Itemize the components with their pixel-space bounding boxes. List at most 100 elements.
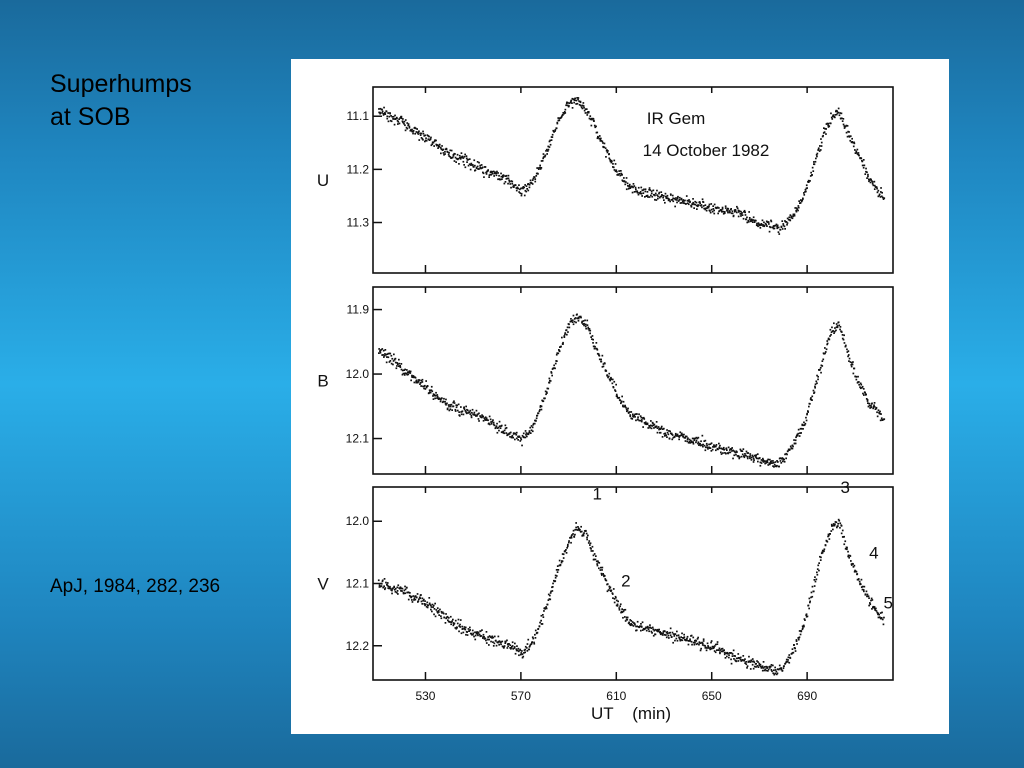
data-point: [687, 643, 690, 646]
data-point: [749, 453, 752, 455]
data-point: [494, 171, 496, 173]
data-point: [572, 323, 575, 326]
data-point: [666, 197, 669, 200]
data-point: [727, 208, 730, 210]
data-point: [516, 187, 518, 190]
data-point: [862, 166, 865, 169]
data-point: [776, 672, 779, 675]
data-point: [580, 525, 582, 528]
data-point: [813, 585, 816, 587]
data-point: [853, 570, 856, 573]
data-point: [531, 426, 534, 429]
data-point: [389, 585, 391, 588]
data-point: [574, 317, 577, 319]
data-point: [516, 186, 519, 189]
data-point: [566, 545, 569, 548]
data-point: [676, 199, 678, 201]
data-point: [539, 405, 542, 407]
data-point: [755, 224, 758, 227]
data-point: [500, 424, 503, 427]
data-point: [486, 419, 488, 421]
panel-v-points: [377, 518, 885, 676]
data-point: [458, 411, 460, 413]
data-point: [536, 414, 539, 417]
data-point: [687, 441, 690, 444]
data-point: [570, 536, 573, 539]
data-point: [793, 213, 796, 216]
data-point: [730, 208, 732, 210]
data-point: [623, 180, 626, 182]
data-point: [864, 392, 866, 394]
data-point: [581, 534, 584, 537]
data-point: [873, 402, 876, 404]
data-point: [829, 335, 831, 337]
data-point: [657, 197, 659, 200]
data-point: [810, 591, 813, 594]
data-point: [640, 416, 643, 419]
data-point: [687, 202, 689, 205]
data-point: [784, 453, 786, 456]
data-point: [493, 635, 496, 638]
data-point: [424, 604, 426, 607]
data-point: [770, 219, 772, 222]
data-point: [386, 582, 389, 584]
data-point: [659, 195, 662, 198]
data-point: [572, 533, 574, 535]
data-point: [863, 394, 865, 396]
data-point: [518, 435, 521, 438]
data-point: [680, 198, 682, 201]
data-point: [722, 649, 725, 652]
data-point: [676, 433, 679, 436]
data-point: [625, 408, 628, 411]
data-point: [500, 172, 502, 175]
data-point: [404, 592, 407, 595]
data-point: [853, 367, 856, 370]
data-point: [602, 363, 605, 365]
data-point: [589, 547, 592, 549]
data-point: [871, 608, 873, 610]
data-point: [605, 370, 608, 372]
data-point: [390, 120, 393, 123]
data-point: [834, 327, 836, 329]
data-point: [741, 212, 743, 214]
data-point: [566, 326, 569, 329]
data-point: [746, 665, 749, 667]
data-point: [637, 186, 640, 189]
data-point: [430, 604, 432, 607]
data-point: [663, 433, 666, 435]
data-point: [686, 637, 688, 640]
data-point: [570, 535, 573, 538]
data-point: [710, 647, 713, 650]
data-point: [649, 424, 652, 427]
data-point: [746, 667, 748, 669]
data-point: [636, 620, 639, 623]
data-point: [674, 205, 676, 208]
data-point: [562, 343, 564, 345]
data-point: [843, 535, 845, 538]
data-point: [761, 665, 764, 668]
data-point: [697, 441, 700, 444]
data-point: [815, 578, 818, 581]
data-point: [491, 170, 494, 173]
data-point: [877, 616, 880, 619]
data-point: [566, 333, 568, 336]
data-point: [506, 639, 508, 642]
data-point: [589, 544, 591, 546]
data-point: [772, 461, 775, 464]
data-point: [465, 155, 468, 157]
data-point: [662, 632, 665, 634]
data-point: [591, 338, 593, 340]
data-point: [402, 121, 404, 124]
data-point: [715, 449, 717, 452]
data-point: [544, 155, 546, 158]
data-point: [787, 659, 789, 661]
data-point: [447, 404, 450, 406]
data-point: [752, 455, 754, 458]
data-point: [722, 446, 725, 449]
data-point: [658, 428, 660, 431]
data-point: [751, 219, 753, 222]
data-point: [524, 645, 527, 648]
data-point: [831, 118, 834, 120]
data-point: [852, 372, 855, 375]
data-point: [651, 195, 654, 198]
